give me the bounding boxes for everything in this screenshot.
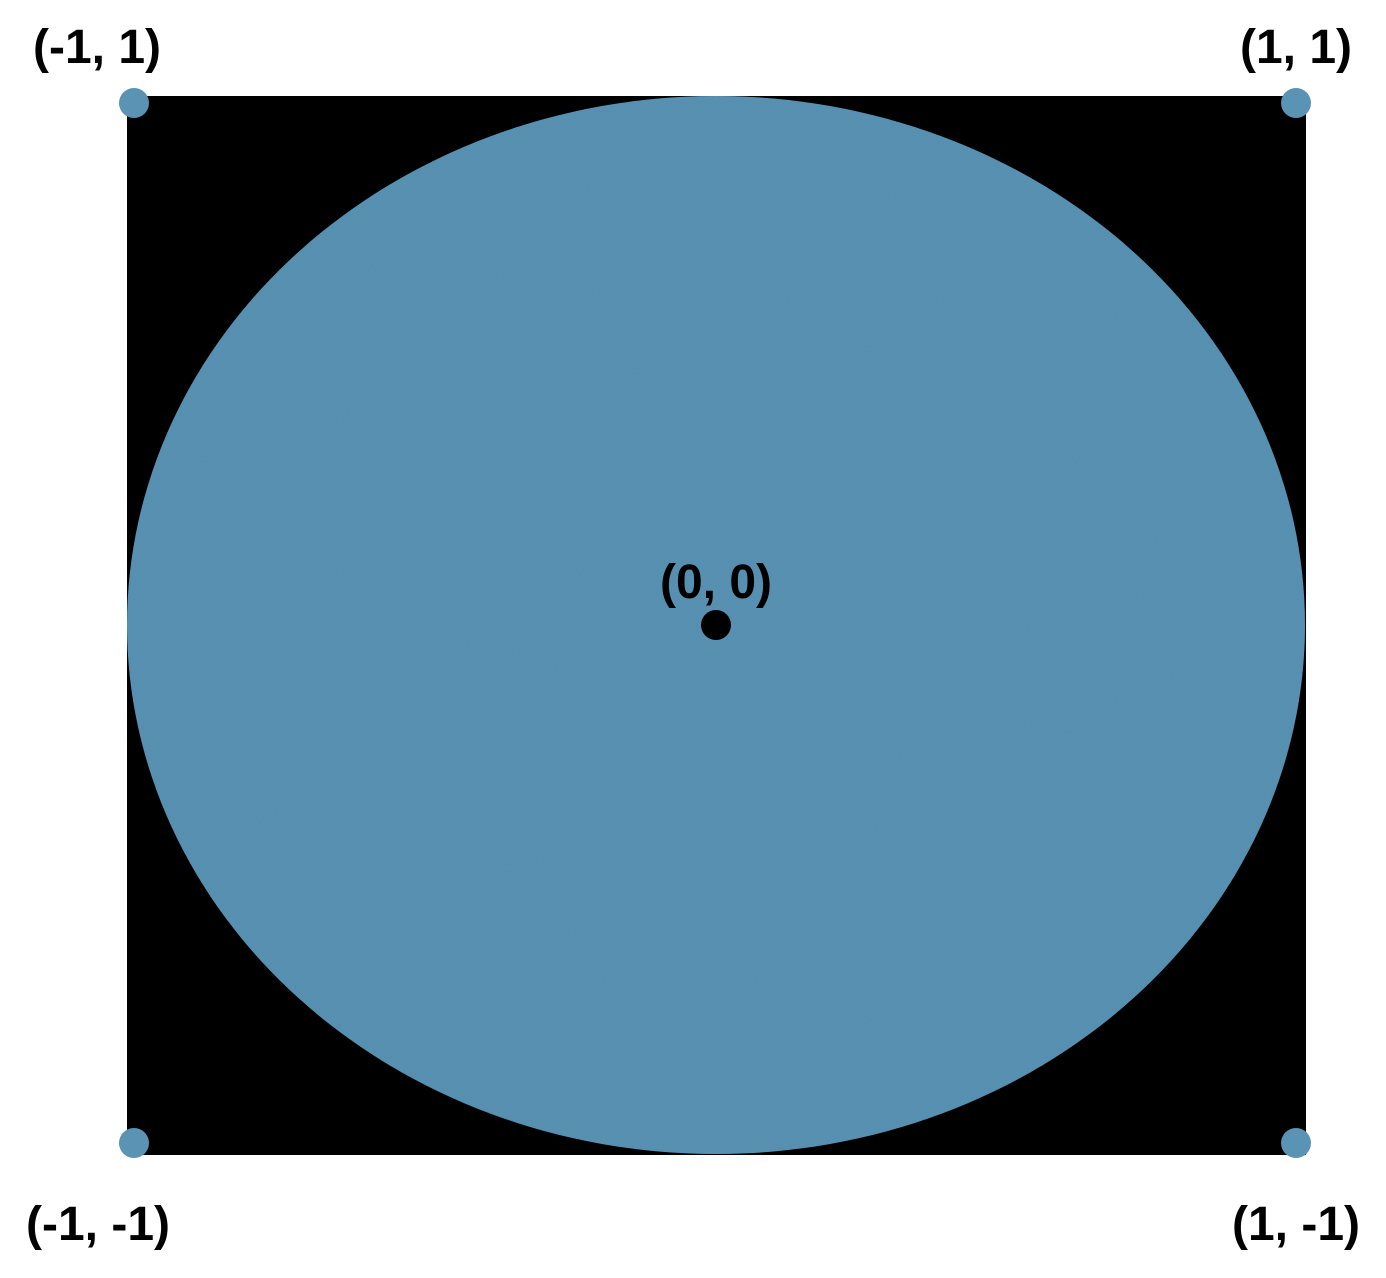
corner-point-top-left — [119, 88, 149, 118]
center-point — [701, 610, 731, 640]
label-center: (0, 0) — [660, 556, 772, 609]
corner-point-bottom-left — [119, 1128, 149, 1158]
label-bottom-left: (-1, -1) — [26, 1198, 170, 1251]
label-top-left: (-1, 1) — [33, 21, 161, 74]
label-top-right: (1, 1) — [1240, 21, 1352, 74]
label-bottom-right: (1, -1) — [1232, 1198, 1360, 1251]
corner-point-bottom-right — [1281, 1128, 1311, 1158]
corner-point-top-right — [1281, 88, 1311, 118]
